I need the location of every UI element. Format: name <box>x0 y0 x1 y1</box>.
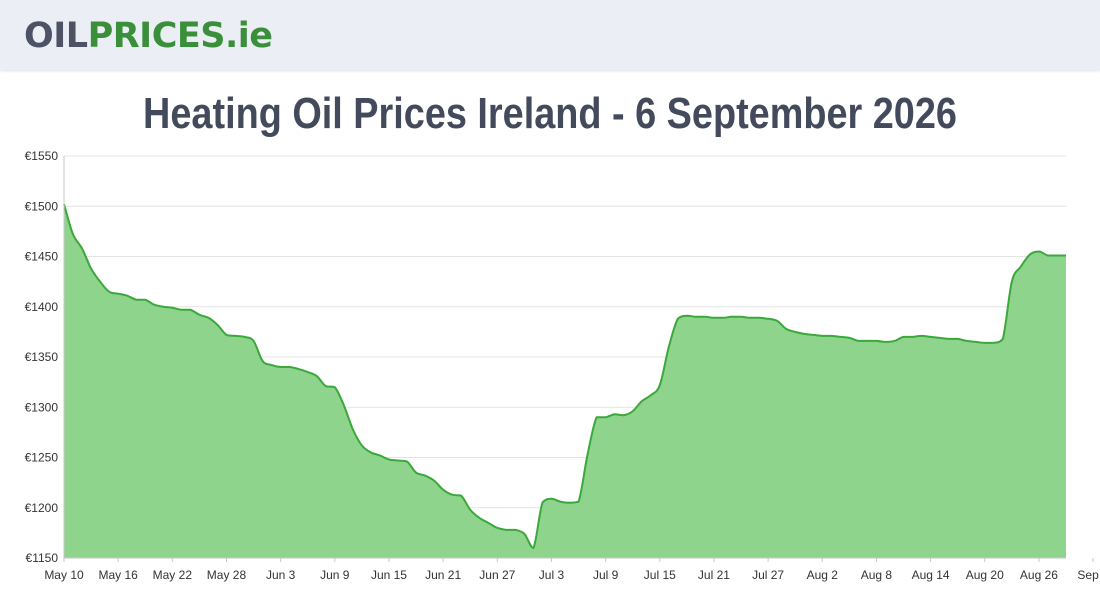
x-tick-label: May 10 <box>44 568 84 582</box>
x-tick-label: Jul 21 <box>698 568 730 582</box>
x-tick-label: Jul 27 <box>752 568 784 582</box>
y-tick-label: €1300 <box>25 400 59 414</box>
x-tick-label: Sep 1 <box>1077 568 1100 582</box>
top-bar: OILPRICES.ie <box>0 0 1100 70</box>
chart-area-group <box>63 203 1066 558</box>
axes <box>63 156 1094 562</box>
site-logo[interactable]: OILPRICES.ie <box>24 14 273 58</box>
x-tick-label: Aug 8 <box>861 568 893 582</box>
series-line <box>63 203 1066 549</box>
logo-text-oil: OIL <box>24 16 88 56</box>
page-title: Heating Oil Prices Ireland - 6 September… <box>143 89 957 138</box>
chart-area-fill <box>64 204 1066 558</box>
price-chart: €1150 €1200 €1250 €1300 €1350 €1400 €1450 €1500… <box>25 149 1100 582</box>
x-tick-label: Jun 3 <box>266 568 296 582</box>
x-tick-label: May 22 <box>153 568 193 582</box>
x-tick-label: Jul 9 <box>593 568 619 582</box>
x-tick-label: May 16 <box>98 568 138 582</box>
y-tick-label: €1250 <box>25 451 59 465</box>
x-tick-label: Jul 15 <box>644 568 676 582</box>
tick-labels: €1150 €1200 €1250 €1300 €1350 €1400 €1450 €1500… <box>25 149 1100 582</box>
y-tick-label: €1200 <box>25 501 59 515</box>
x-tick-label: Aug 2 <box>807 568 839 582</box>
logo-text-prices: PRICES <box>87 16 226 56</box>
y-tick-label: €1150 <box>26 551 59 565</box>
y-tick-label: €1450 <box>25 250 59 264</box>
logo-text-tld: .ie <box>225 16 273 56</box>
x-tick-label: May 28 <box>207 568 247 582</box>
x-tick-label: Jun 9 <box>320 568 350 582</box>
x-tick-label: Jun 15 <box>371 568 407 582</box>
x-tick-label: Aug 26 <box>1020 568 1058 582</box>
x-tick-label: Jul 3 <box>539 568 565 582</box>
x-tick-label: Aug 20 <box>966 568 1004 582</box>
y-tick-label: €1350 <box>25 350 59 364</box>
x-tick-label: Aug 14 <box>912 568 950 582</box>
y-tick-label: €1400 <box>25 300 59 314</box>
x-tick-label: Jun 21 <box>425 568 461 582</box>
y-tick-label: €1550 <box>25 149 59 163</box>
x-tick-label: Jun 27 <box>479 568 515 582</box>
y-tick-label: €1500 <box>25 199 59 213</box>
